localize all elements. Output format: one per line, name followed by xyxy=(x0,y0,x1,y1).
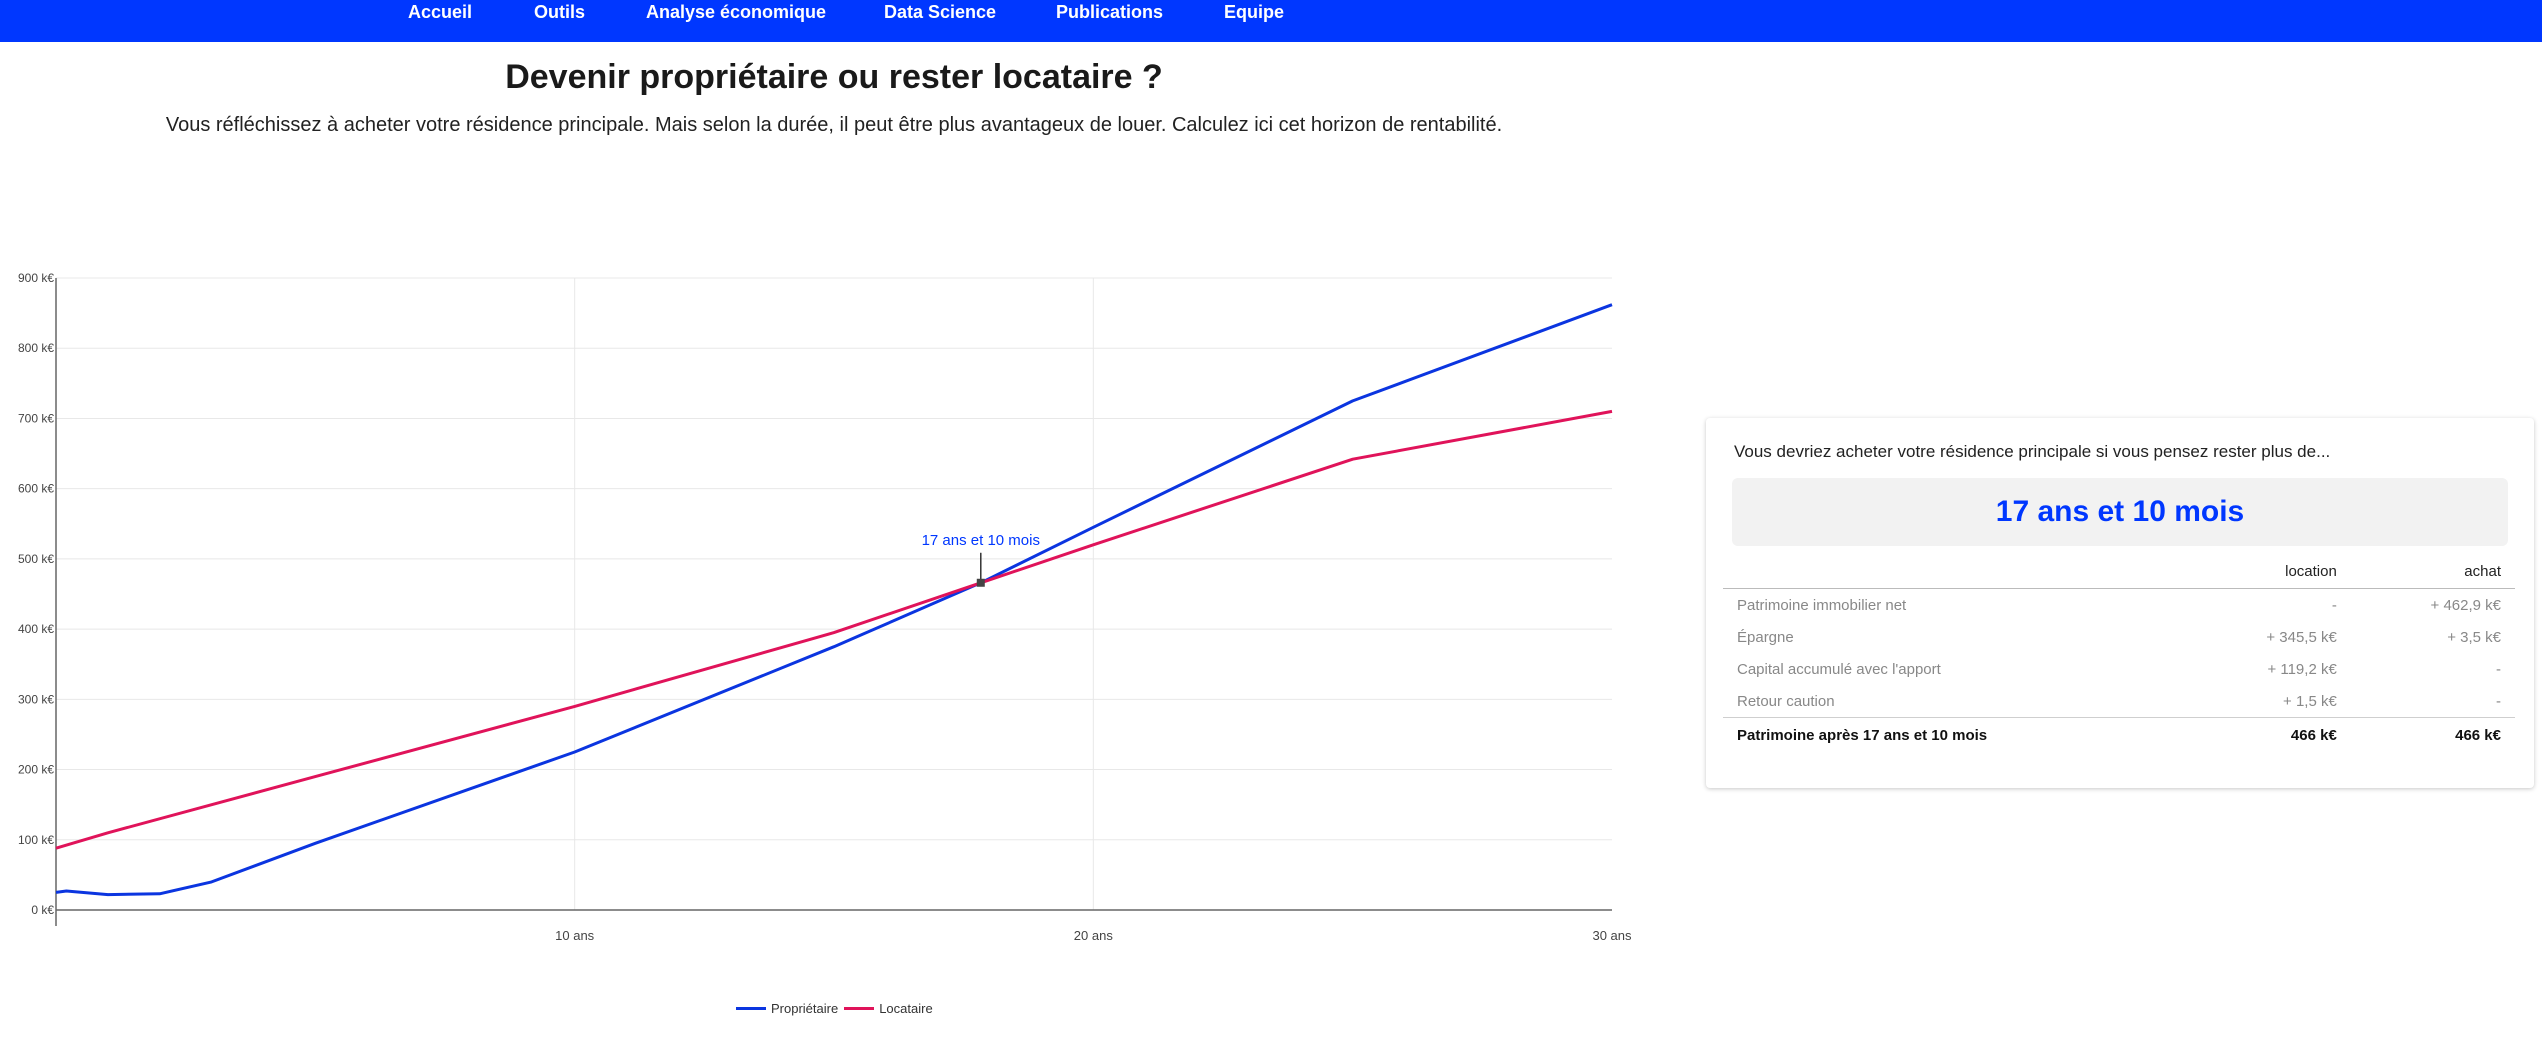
total-label: Patrimoine après 17 ans et 10 mois xyxy=(1723,717,2187,752)
y-tick-label: 500 k€ xyxy=(18,552,54,566)
y-tick-label: 100 k€ xyxy=(18,833,54,847)
chart-svg: 0 k€ 100 k€ 200 k€ 300 k€ 400 k€ 500 k€ 600 k€… xyxy=(18,271,1632,943)
y-tick-label: 0 k€ xyxy=(31,903,54,917)
top-navbar: Accueil Outils Analyse économique Data S… xyxy=(0,0,2542,42)
page-title: Devenir propriétaire ou rester locataire… xyxy=(505,58,1163,96)
nav-item-data-science[interactable]: Data Science xyxy=(884,2,997,22)
y-tick-label: 200 k€ xyxy=(18,763,54,777)
y-tick-label: 400 k€ xyxy=(18,622,54,636)
x-tick-label: 30 ans xyxy=(1592,928,1632,940)
annotation-marker xyxy=(976,578,985,587)
legend-swatch-proprietaire xyxy=(736,1006,766,1010)
y-tick-label: 800 k€ xyxy=(18,341,54,355)
annotation-label: 17 ans et 10 mois xyxy=(922,532,1040,549)
row-achat-value: + 3,5 k€ xyxy=(2447,628,2501,646)
comparison-chart: 0 k€ 100 k€ 200 k€ 300 k€ 400 k€ 500 k€ 600 k€… xyxy=(0,260,1650,945)
breakdown-table: location achat Patrimoine immobilier net… xyxy=(1723,555,2515,752)
legend-swatch-locataire xyxy=(844,1006,875,1010)
breakdown-header-empty xyxy=(1723,555,2187,589)
result-panel: Vous devriez acheter votre résidence pri… xyxy=(1706,418,2534,788)
total-row: Patrimoine après 17 ans et 10 mois 466 k… xyxy=(1723,717,2515,752)
table-row: Épargne + 345,5 k€ + 3,5 k€ xyxy=(1723,621,2515,653)
table-row: Retour caution + 1,5 k€ - xyxy=(1723,685,2515,718)
nav-item-publications[interactable]: Publications xyxy=(1056,2,1164,22)
table-row: Patrimoine immobilier net - + 462,9 k€ xyxy=(1723,589,2515,622)
row-achat-value: + 462,9 k€ xyxy=(2430,596,2501,614)
column-header-achat: achat xyxy=(2350,555,2515,589)
breakdown-header-row: location achat xyxy=(1723,555,2515,589)
row-location-value: - xyxy=(2331,596,2337,614)
column-header-location: location xyxy=(2186,555,2351,589)
nav-item-outils[interactable]: Outils xyxy=(534,2,586,22)
nav-item-accueil[interactable]: Accueil xyxy=(408,2,473,22)
row-label: Épargne xyxy=(1737,628,1794,646)
result-value: 17 ans et 10 mois xyxy=(1995,495,2245,528)
row-achat-value: - xyxy=(2496,660,2501,678)
row-label: Retour caution xyxy=(1737,692,1835,710)
row-label: Capital accumulé avec l'apport xyxy=(1737,660,1941,678)
page-subtitle: Vous réfléchissez à acheter votre réside… xyxy=(165,114,1503,136)
legend-item-proprietaire[interactable]: Propriétaire xyxy=(736,1001,838,1016)
y-tick-label: 300 k€ xyxy=(18,692,54,706)
series-line-locataire xyxy=(55,409,1613,850)
series-line-proprietaire xyxy=(55,303,1613,897)
legend-label-locataire: Locataire xyxy=(879,1000,933,1016)
total-location-value: 466 k€ xyxy=(2186,717,2351,752)
x-tick-label: 10 ans xyxy=(555,928,595,940)
total-achat-value: 466 k€ xyxy=(2350,717,2515,752)
row-label: Patrimoine immobilier net xyxy=(1737,596,1907,614)
y-tick-label: 600 k€ xyxy=(18,482,54,496)
result-intro: Vous devriez acheter votre résidence pri… xyxy=(1734,442,2331,461)
table-row: Capital accumulé avec l'apport + 119,2 k… xyxy=(1723,653,2515,685)
result-box: 17 ans et 10 mois xyxy=(1732,478,2508,546)
y-tick-label: 700 k€ xyxy=(18,411,54,425)
legend-item-locataire[interactable]: Locataire xyxy=(844,1000,933,1016)
legend-label-proprietaire: Propriétaire xyxy=(771,1000,839,1016)
row-location-value: + 119,2 k€ xyxy=(2267,660,2337,678)
x-tick-label: 20 ans xyxy=(1074,928,1114,940)
row-achat-value: - xyxy=(2496,692,2501,710)
row-location-value: + 1,5 k€ xyxy=(2283,692,2337,710)
y-tick-label: 900 k€ xyxy=(18,271,54,285)
nav-item-equipe[interactable]: Equipe xyxy=(1224,2,1285,22)
row-location-value: + 345,5 k€ xyxy=(2266,628,2337,646)
chart-legend: Propriétaire Locataire xyxy=(736,996,939,1020)
nav-item-analyse-economique[interactable]: Analyse économique xyxy=(646,2,827,22)
